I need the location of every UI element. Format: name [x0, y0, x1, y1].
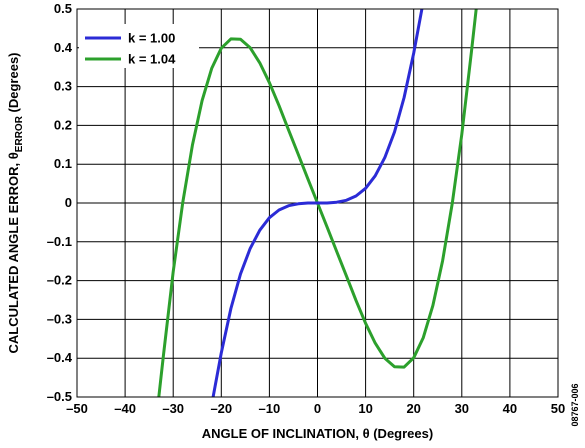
x-tick-label: –50	[66, 401, 88, 416]
y-axis-label: CALCULATED ANGLE ERROR, θERROR (Degrees)	[6, 53, 25, 354]
tick-labels: –50 –40 –30 –20 –10 0 10 20 30 40 50 –0.5 –0.4 –0.3 –0…	[47, 1, 566, 416]
x-tick-label: 20	[406, 401, 420, 416]
y-tick-label: 0	[65, 195, 72, 210]
x-tick-label: 50	[551, 401, 565, 416]
y-tick-label: 0.4	[54, 40, 73, 55]
y-axis-label-tail: (Degrees)	[6, 53, 21, 117]
legend-label: k = 1.04	[128, 52, 176, 67]
x-tick-label: –30	[162, 401, 184, 416]
legend-label: k = 1.00	[128, 31, 175, 46]
series-line-k-1-00	[211, 9, 424, 397]
y-tick-label: 0.3	[54, 79, 72, 94]
y-tick-label: –0.3	[47, 311, 72, 326]
y-axis-label-subscript: ERROR	[14, 115, 25, 152]
x-tick-label: 30	[455, 401, 469, 416]
y-axis-label-main: CALCULATED ANGLE ERROR, θ	[6, 152, 21, 353]
y-tick-label: –0.2	[47, 273, 72, 288]
series-layer	[157, 9, 478, 397]
y-tick-label: 0.2	[54, 117, 72, 132]
y-tick-label: –0.1	[47, 234, 72, 249]
x-tick-label: 40	[503, 401, 517, 416]
x-tick-label: 0	[314, 401, 321, 416]
y-tick-label: 0.5	[54, 1, 72, 16]
y-tick-label: 0.1	[54, 156, 72, 171]
y-tick-label: –0.4	[47, 350, 73, 365]
plot-frame	[76, 8, 559, 398]
x-tick-label: –10	[259, 401, 281, 416]
x-axis-label: ANGLE OF INCLINATION, θ (Degrees)	[202, 426, 433, 441]
x-tick-label: –20	[210, 401, 232, 416]
x-tick-label: 10	[358, 401, 372, 416]
x-tick-label: –40	[114, 401, 136, 416]
legend-background	[79, 24, 199, 68]
legend: k = 1.00 k = 1.04	[79, 24, 199, 68]
y-tick-label: –0.5	[47, 389, 72, 404]
figure-id-label: 08767-006	[570, 383, 580, 426]
